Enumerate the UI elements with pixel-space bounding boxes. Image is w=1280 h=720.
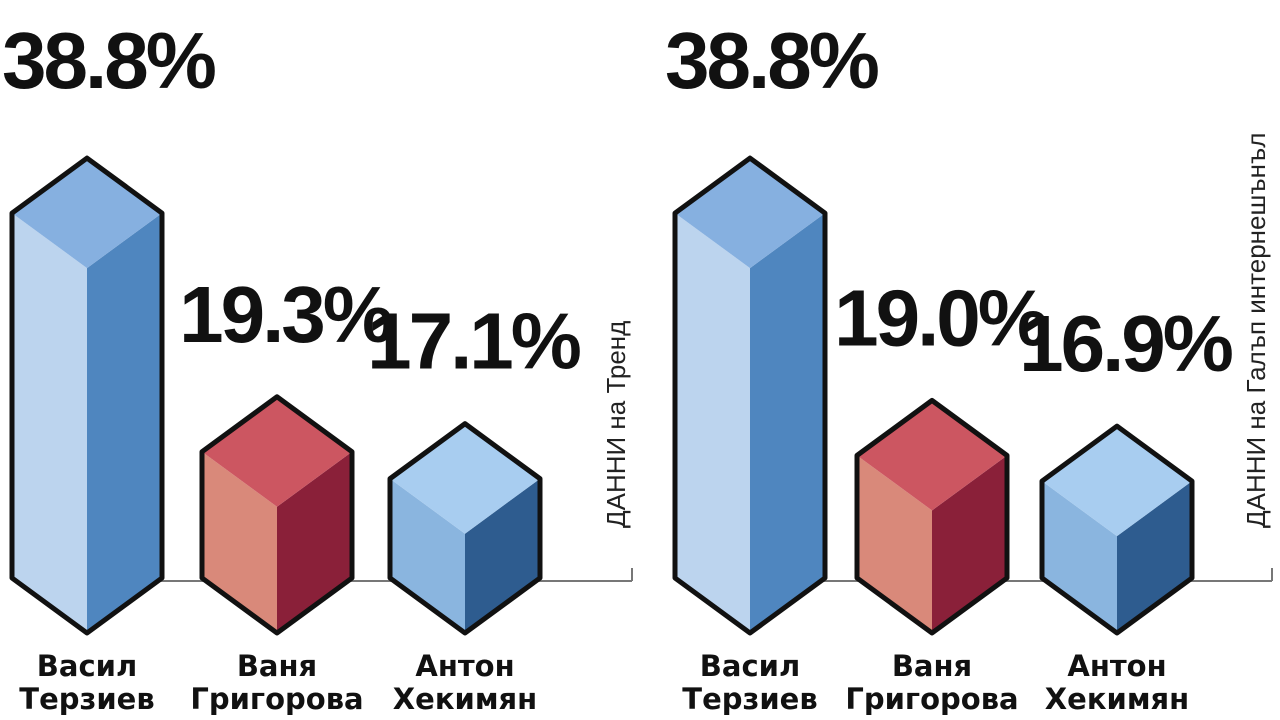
data-label: 38.8% xyxy=(2,16,216,105)
category-label: Ваня Григорова xyxy=(190,649,363,716)
bar xyxy=(854,397,1010,636)
data-label: 16.9% xyxy=(1019,299,1233,388)
data-label: 19.0% xyxy=(834,273,1048,362)
category-label: Васил Терзиев xyxy=(19,649,154,716)
chart-panel-trend: 38.8% Васил Терзиев 19.3% Ваня Григорова 17.1%… xyxy=(2,16,633,716)
source-note: ДАННИ на Тренд xyxy=(601,321,631,528)
data-label: 38.8% xyxy=(665,16,879,105)
chart-panel-gallup: 38.8% Васил Терзиев 19.0% Ваня Григорова 16.9%… xyxy=(665,16,1273,716)
bar xyxy=(9,155,165,636)
category-label: Антон Хекимян xyxy=(1045,649,1189,716)
bar xyxy=(387,421,543,636)
bar xyxy=(672,155,828,636)
bar xyxy=(1039,423,1195,636)
source-note: ДАННИ на Галъп интернешънъл xyxy=(1241,133,1271,528)
bar xyxy=(199,394,355,636)
data-label: 17.1% xyxy=(367,297,581,386)
data-label: 19.3% xyxy=(179,270,393,359)
category-label: Ваня Григорова xyxy=(845,649,1018,716)
category-label: Васил Терзиев xyxy=(682,649,817,716)
category-label: Антон Хекимян xyxy=(393,649,537,716)
